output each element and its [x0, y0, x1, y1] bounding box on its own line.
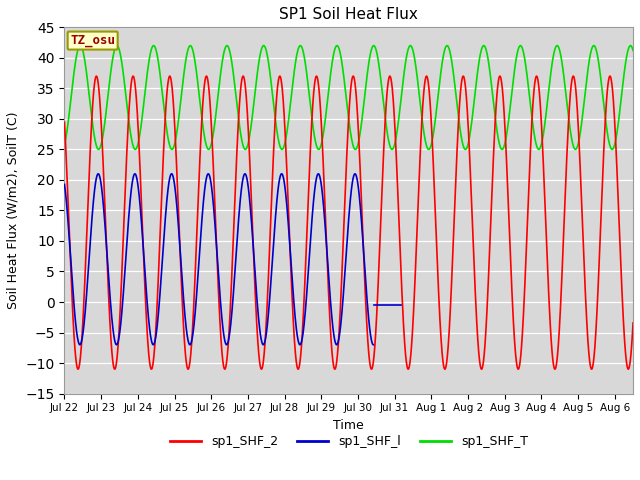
- sp1_SHF_T: [485, 61, 493, 67]
- sp1_SHF_2: [402, 352, 410, 358]
- sp1_SHF_T: [278, 146, 285, 152]
- sp1_SHF_T: [528, 116, 536, 121]
- sp1_SHF_T: [164, 133, 172, 139]
- Line: sp1_SHF_2: sp1_SHF_2: [65, 76, 633, 369]
- Line: sp1_SHF_T: sp1_SHF_T: [65, 46, 633, 149]
- sp1_SHF_T: [590, 43, 598, 48]
- sp1_SHF_l: [61, 181, 68, 187]
- sp1_SHF_l: [164, 189, 172, 194]
- Title: SP1 Soil Heat Flux: SP1 Soil Heat Flux: [279, 7, 418, 22]
- sp1_SHF_2: [278, 82, 285, 88]
- sp1_SHF_2: [129, 73, 137, 79]
- Text: TZ_osu: TZ_osu: [70, 34, 115, 47]
- sp1_SHF_T: [431, 124, 438, 130]
- sp1_SHF_T: [402, 60, 410, 65]
- Line: sp1_SHF_l: sp1_SHF_l: [65, 174, 373, 345]
- sp1_SHF_l: [278, 171, 285, 177]
- sp1_SHF_T: [629, 48, 637, 53]
- Y-axis label: Soil Heat Flux (W/m2), SoilT (C): Soil Heat Flux (W/m2), SoilT (C): [7, 112, 20, 309]
- X-axis label: Time: Time: [333, 419, 364, 432]
- sp1_SHF_2: [431, 186, 438, 192]
- sp1_SHF_T: [61, 142, 68, 147]
- sp1_SHF_2: [529, 113, 536, 119]
- Legend: sp1_SHF_2, sp1_SHF_l, sp1_SHF_T: sp1_SHF_2, sp1_SHF_l, sp1_SHF_T: [164, 430, 533, 453]
- sp1_SHF_2: [61, 120, 68, 125]
- sp1_SHF_2: [485, 264, 493, 269]
- sp1_SHF_2: [629, 320, 637, 326]
- sp1_SHF_T: [241, 146, 249, 152]
- sp1_SHF_2: [164, 81, 172, 86]
- sp1_SHF_2: [477, 366, 485, 372]
